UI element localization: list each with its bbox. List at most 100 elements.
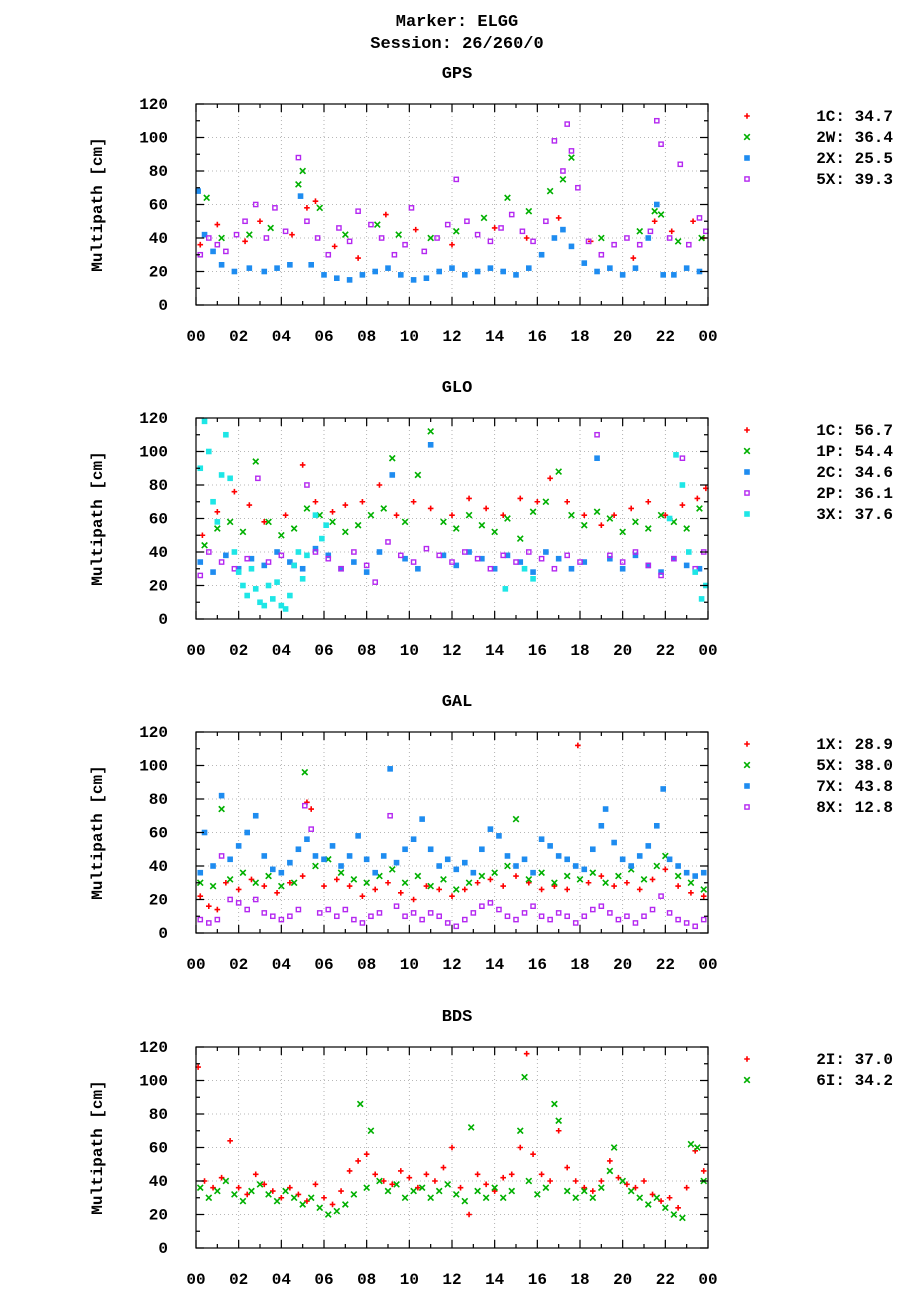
- data-point: [308, 826, 315, 832]
- data-point: [632, 518, 639, 526]
- data-point: [500, 512, 506, 518]
- data-point: [304, 205, 310, 211]
- data-point: [487, 826, 494, 832]
- data-point: [252, 896, 259, 903]
- data-point: [499, 1194, 507, 1202]
- data-point: [525, 1177, 533, 1185]
- series-2: [195, 188, 703, 283]
- data-point: [598, 251, 605, 258]
- data-point: [388, 865, 396, 873]
- x-tick-label: 20: [613, 642, 632, 660]
- data-point: [606, 1167, 614, 1175]
- series-3: [197, 802, 707, 930]
- data-point: [555, 1117, 563, 1125]
- data-point: [372, 1171, 378, 1178]
- y-tick-label: 20: [149, 1207, 168, 1225]
- data-point: [487, 265, 494, 271]
- data-point: [670, 1211, 678, 1218]
- data-point: [683, 525, 691, 532]
- y-axis-label: Multipath [cm]: [89, 451, 107, 585]
- data-point: [333, 1207, 341, 1215]
- data-point: [594, 455, 600, 461]
- data-point: [383, 211, 389, 218]
- data-point: [302, 802, 308, 809]
- x-tick-label: 10: [400, 956, 419, 974]
- data-point: [491, 869, 499, 877]
- series-0: [199, 462, 709, 539]
- data-point: [474, 555, 481, 562]
- data-point: [683, 1184, 690, 1191]
- data-point: [290, 879, 298, 887]
- data-point: [692, 873, 698, 879]
- data-point: [555, 853, 562, 859]
- data-point: [297, 193, 304, 199]
- series-0: [197, 198, 707, 261]
- data-point: [346, 238, 353, 245]
- data-point: [363, 1184, 371, 1192]
- data-point: [304, 482, 310, 488]
- legend-marker: [743, 761, 751, 769]
- data-point: [641, 913, 647, 920]
- data-point: [205, 920, 212, 926]
- x-tick-label: 04: [272, 642, 292, 660]
- data-point: [321, 883, 327, 889]
- data-point: [444, 920, 451, 926]
- x-tick-label: 02: [229, 1271, 248, 1289]
- y-tick-label: 80: [149, 163, 168, 181]
- data-point: [321, 1194, 327, 1201]
- data-point: [235, 569, 242, 575]
- data-point: [401, 1194, 409, 1202]
- data-point: [666, 910, 673, 916]
- data-point: [329, 518, 336, 526]
- legend-marker: [744, 804, 750, 810]
- data-point: [452, 227, 460, 235]
- data-point: [632, 1184, 639, 1191]
- data-point: [197, 572, 204, 579]
- legend-label: 8X: 12.8: [816, 799, 893, 817]
- data-point: [504, 552, 511, 559]
- legend-label: 2X: 25.5: [816, 150, 893, 168]
- data-point: [308, 806, 314, 812]
- data-point: [688, 890, 694, 896]
- data-point: [538, 251, 545, 258]
- data-point: [201, 829, 208, 836]
- data-point: [410, 498, 417, 505]
- data-point: [581, 260, 588, 266]
- data-point: [265, 518, 272, 526]
- data-point: [196, 1184, 204, 1192]
- data-point: [513, 863, 519, 869]
- data-point: [274, 549, 280, 555]
- data-point: [252, 812, 259, 819]
- data-point: [440, 876, 447, 883]
- data-point: [261, 1181, 268, 1188]
- data-point: [372, 268, 378, 275]
- data-point: [654, 117, 660, 124]
- data-point: [546, 187, 554, 195]
- data-point: [290, 1194, 298, 1202]
- data-point: [589, 1194, 597, 1202]
- data-point: [278, 869, 285, 876]
- data-point: [231, 1191, 238, 1198]
- data-point: [449, 265, 455, 271]
- data-point: [393, 903, 400, 909]
- data-point: [261, 883, 268, 889]
- data-point: [478, 521, 486, 529]
- data-point: [427, 1194, 435, 1202]
- data-point: [619, 1177, 627, 1185]
- data-point: [564, 1164, 570, 1171]
- data-point: [402, 241, 408, 248]
- data-point: [555, 555, 562, 562]
- data-point: [299, 873, 306, 879]
- data-point: [453, 923, 460, 930]
- y-tick-label: 80: [149, 477, 168, 495]
- data-point: [615, 1174, 622, 1181]
- data-point: [423, 1171, 430, 1178]
- data-point: [301, 768, 309, 776]
- data-point: [452, 525, 460, 532]
- data-point: [346, 883, 353, 889]
- data-point: [346, 277, 353, 283]
- data-point: [542, 1184, 550, 1192]
- data-point: [325, 555, 332, 562]
- x-tick-label: 00: [186, 956, 205, 974]
- data-point: [649, 1191, 656, 1198]
